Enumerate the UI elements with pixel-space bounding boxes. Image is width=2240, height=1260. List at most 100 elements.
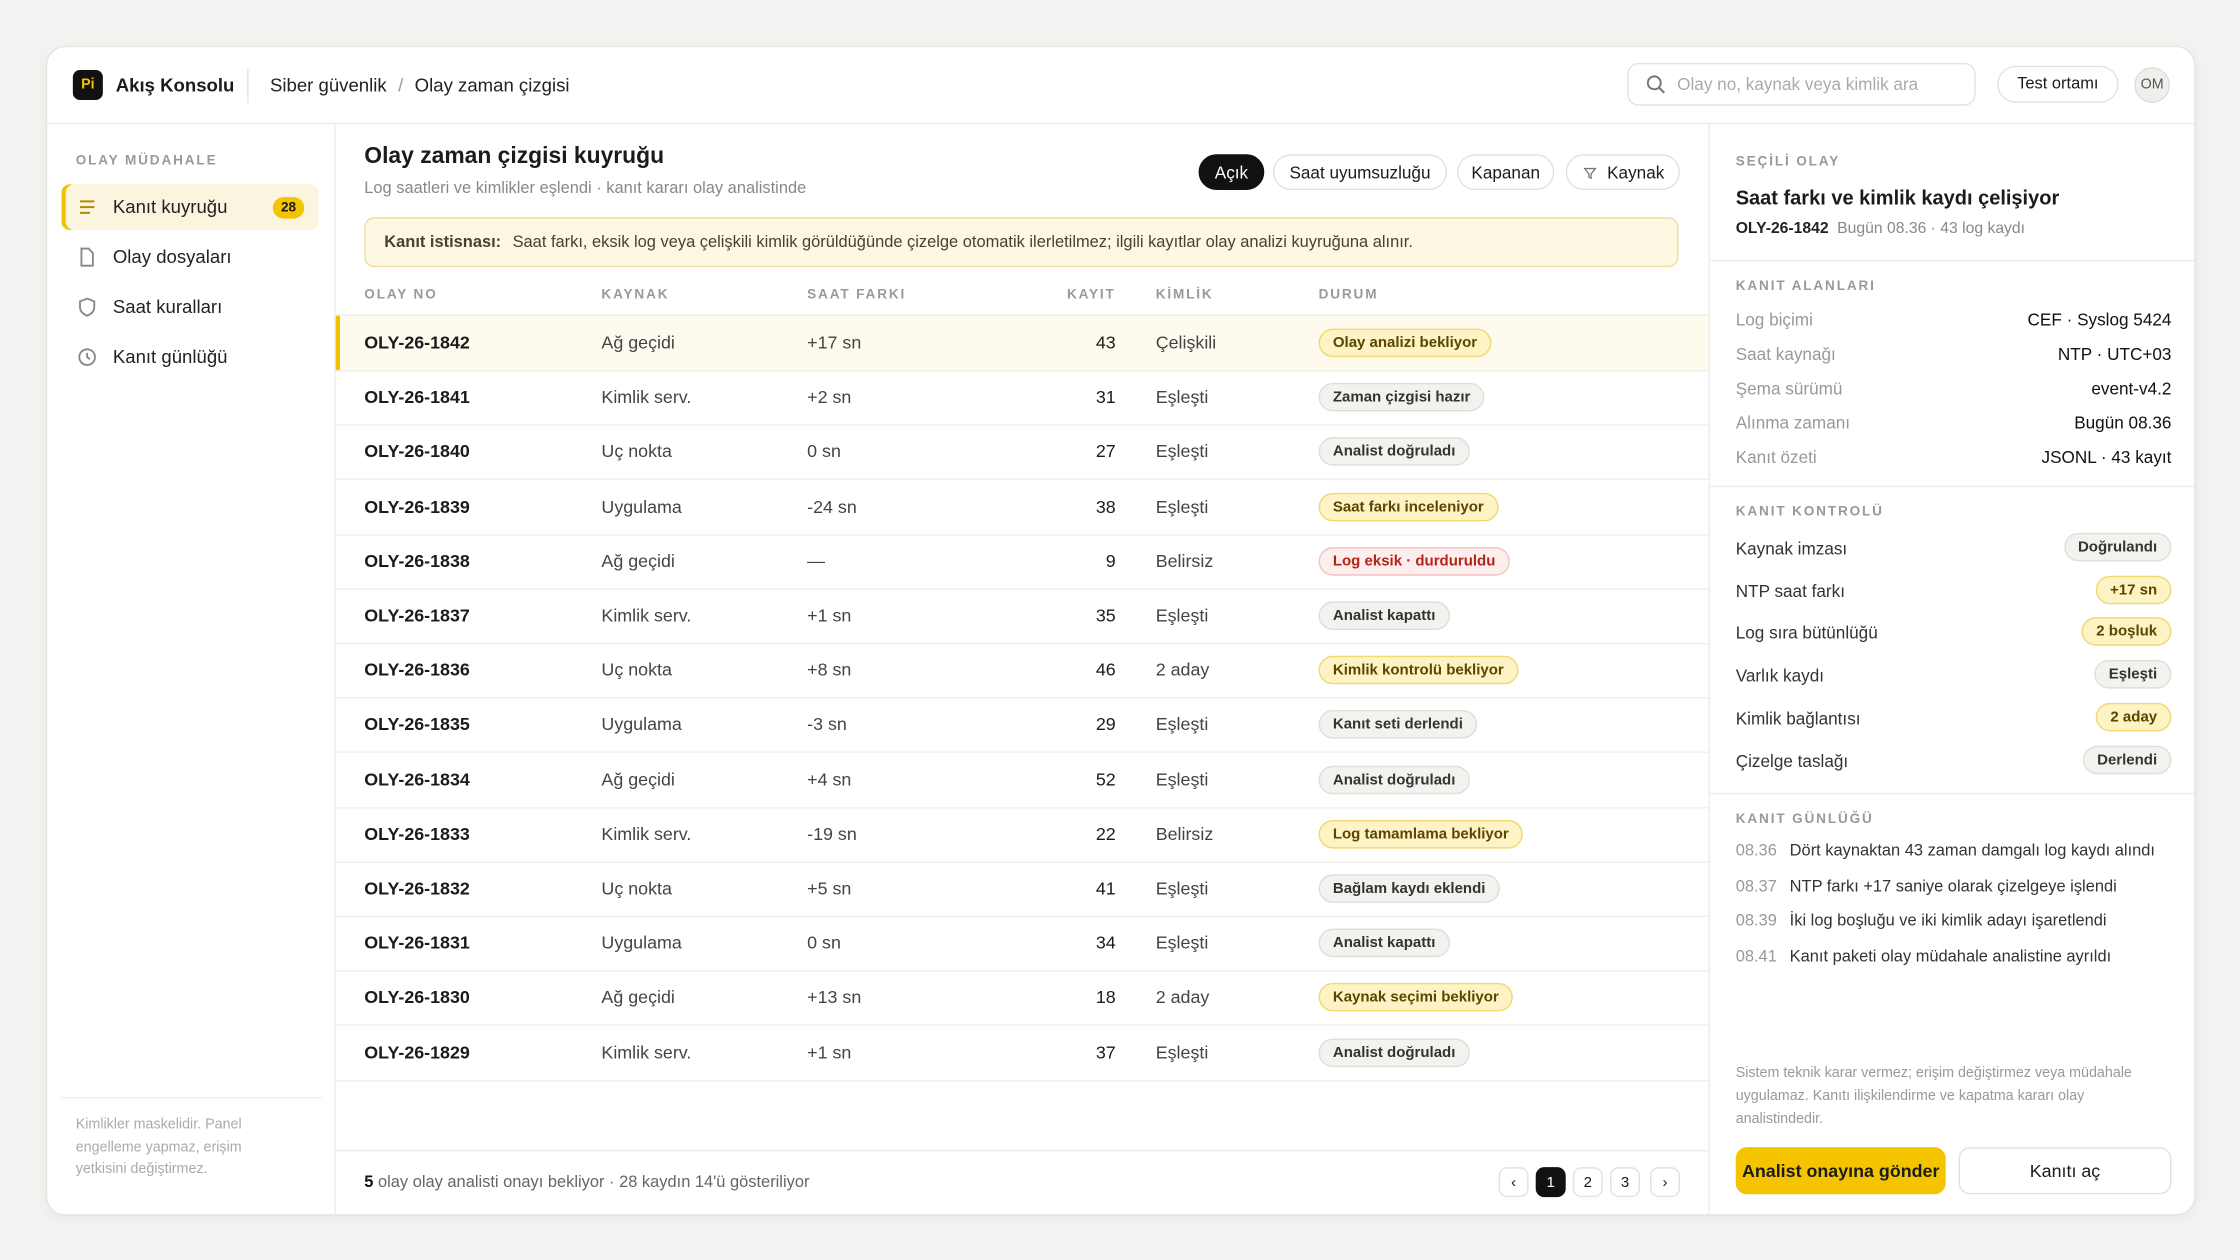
nav-item[interactable]: Kanıt günlüğü [61, 334, 318, 380]
identity: Belirsiz [1155, 551, 1214, 572]
table-row[interactable]: OLY-26-1834 Ağ geçidi +4 sn 52 Eşleşti Analis… [335, 752, 1709, 808]
nav-item[interactable]: Saat kuralları [61, 284, 318, 330]
page-button[interactable]: 1 [1535, 1167, 1566, 1198]
clock-skew: +5 sn [807, 878, 852, 899]
main-subtitle: Log saatleri ve kimlikler eşlendi · kanı… [364, 179, 807, 198]
table-row[interactable]: OLY-26-1830 Ağ geçidi +13 sn 18 2 aday Kaynak… [335, 971, 1709, 1027]
identity: Eşleşti [1155, 878, 1209, 899]
field-label: Saat kaynağı [1735, 344, 1836, 365]
table-row[interactable]: OLY-26-1835 Uygulama -3 sn 29 Eşleşti Kanıt s… [335, 698, 1709, 754]
field-value: Bugün 08.36 [2074, 412, 2172, 433]
source: Uygulama [601, 714, 682, 735]
table-row[interactable]: OLY-26-1841 Kimlik serv. +2 sn 31 Eşleşti Zam… [335, 370, 1709, 426]
avatar[interactable]: OM [2134, 67, 2170, 103]
identity: Eşleşti [1155, 1042, 1209, 1063]
nav-label: Olay dosyaları [112, 245, 232, 268]
record-count: 38 [1095, 496, 1116, 517]
filter-button[interactable]: Kapanan [1457, 154, 1555, 190]
table-row[interactable]: OLY-26-1840 Uç nokta 0 sn 27 Eşleşti Analist … [335, 425, 1709, 481]
nav-icon [78, 348, 96, 366]
clock-skew: +2 sn [807, 387, 852, 408]
record-count: 31 [1095, 387, 1116, 408]
table-row[interactable]: OLY-26-1836 Uç nokta +8 sn 46 2 aday Kimlik k… [335, 643, 1709, 699]
status-badge: Saat farkı inceleniyor [1318, 492, 1499, 521]
detail-panel: SEÇİLİ OLAY Saat farkı ve kimlik kaydı çe… [1708, 122, 2195, 1215]
event-id: OLY-26-1842 [364, 332, 470, 353]
primary-action[interactable]: Analist onayına gönder [1735, 1147, 1946, 1195]
nav-item[interactable]: Olay dosyaları [61, 234, 318, 280]
nav-badge: 28 [272, 197, 305, 219]
clock-skew: 0 sn [807, 441, 841, 462]
table-row[interactable]: OLY-26-1832 Uç nokta +5 sn 41 Eşleşti Bağlam … [335, 861, 1709, 918]
search-box[interactable]: Olay no, kaynak veya kimlik ara [1627, 62, 1976, 106]
control-label: Çizelge taslağı [1735, 750, 1849, 771]
event-id: OLY-26-1836 [364, 660, 470, 681]
source: Uç nokta [601, 878, 672, 899]
source: Ağ geçidi [601, 769, 675, 790]
control-value: 2 boşluk [2081, 617, 2172, 647]
footer-text: 5 olay olay analisti onayı bekliyor · 28… [364, 1174, 809, 1191]
breadcrumb-item[interactable]: Olay zaman çizgisi [414, 74, 570, 96]
filter-button[interactable]: Açık [1198, 154, 1265, 190]
table-row[interactable]: OLY-26-1839 Uygulama -24 sn 38 Eşleşti Saat f… [335, 479, 1709, 536]
source: Ağ geçidi [601, 332, 675, 353]
record-count: 43 [1095, 332, 1116, 353]
table-header-border [335, 314, 1709, 316]
field-label: Alınma zamanı [1735, 412, 1851, 433]
notice: Kanıt istisnası: Saat farkı, eksik log ve… [364, 217, 1679, 268]
table-row[interactable]: OLY-26-1833 Kimlik serv. -19 sn 22 Belirsiz L… [335, 807, 1709, 863]
page-button[interactable]: › [1649, 1167, 1680, 1198]
section-border [1709, 259, 2195, 262]
table-row[interactable]: OLY-26-1842 Ağ geçidi +17 sn 43 Çelişkili Ola… [335, 315, 1709, 372]
nav-item[interactable]: Kanıt kuyruğu 28 [61, 184, 319, 230]
page-button[interactable]: 2 [1572, 1167, 1603, 1198]
table-row[interactable]: OLY-26-1838 Ağ geçidi — 9 Belirsiz Log eksik … [335, 534, 1709, 590]
source: Uygulama [601, 496, 682, 517]
status-badge: Kanıt seti derlendi [1318, 710, 1478, 740]
control-title: KANIT KONTROLÜ [1735, 504, 1884, 520]
event-id: OLY-26-1832 [364, 878, 470, 899]
page-button[interactable]: ‹ [1498, 1167, 1529, 1198]
source: Uygulama [601, 933, 682, 954]
control-label: Varlık kaydı [1735, 665, 1825, 686]
detail-id: OLY-26-1842 [1735, 219, 1829, 238]
app-window: Pi Akış Konsolu Siber güvenlik / Olay zaman … [45, 45, 2196, 1216]
table-row[interactable]: OLY-26-1829 Kimlik serv. +1 sn 37 Eşleşti Ana… [335, 1025, 1709, 1081]
identity: Eşleşti [1155, 496, 1209, 517]
page-button[interactable]: 3 [1609, 1167, 1640, 1198]
record-count: 27 [1095, 441, 1116, 462]
nav-icon [80, 247, 94, 267]
nav-label: Saat kuralları [112, 295, 223, 318]
search-icon [1646, 75, 1665, 94]
table-row[interactable]: OLY-26-1837 Kimlik serv. +1 sn 35 Eşleşti Ana… [335, 589, 1709, 645]
filter-label: Açık [1214, 162, 1249, 183]
environment-button[interactable]: Test ortamı [1997, 65, 2119, 103]
record-count: 52 [1095, 769, 1116, 790]
detail-section: SEÇİLİ OLAY [1735, 154, 1841, 170]
fields-title: KANIT ALANLARI [1735, 278, 1876, 295]
control-label: Log sıra bütünlüğü [1735, 623, 1878, 644]
column-header: DURUM [1318, 287, 1379, 303]
control-badge: 2 aday [1736, 702, 2172, 732]
filter-button[interactable]: Saat uyumsuzluğu [1272, 154, 1448, 190]
clock-skew: +17 sn [807, 332, 862, 353]
clock-skew: -24 sn [807, 496, 857, 517]
record-count: 35 [1095, 605, 1116, 626]
source: Kimlik serv. [601, 605, 692, 626]
secondary-action[interactable]: Kanıtı aç [1958, 1147, 2172, 1195]
status-badge: Olay analizi bekliyor [1318, 328, 1492, 358]
source: Ağ geçidi [601, 551, 675, 572]
clock-skew: -3 sn [807, 714, 847, 735]
event-id: OLY-26-1839 [364, 496, 470, 517]
notice-label: Kanıt istisnası: [384, 233, 502, 251]
app-name: Akış Konsolu [115, 74, 235, 96]
identity: Eşleşti [1155, 441, 1209, 462]
sidebar-note: Kimlikler maskelidir. Panel engelleme ya… [75, 1117, 242, 1178]
filter-button[interactable]: Kaynak [1565, 154, 1680, 190]
breadcrumb-item[interactable]: Siber güvenlik [269, 74, 387, 96]
status-label: Kaynak seçimi bekliyor [1318, 983, 1514, 1012]
source: Uç nokta [601, 441, 672, 462]
table-row[interactable]: OLY-26-1831 Uygulama 0 sn 34 Eşleşti Analist … [335, 916, 1709, 972]
event-id: OLY-26-1835 [364, 714, 470, 735]
nav-label: Kanıt günlüğü [112, 345, 228, 368]
